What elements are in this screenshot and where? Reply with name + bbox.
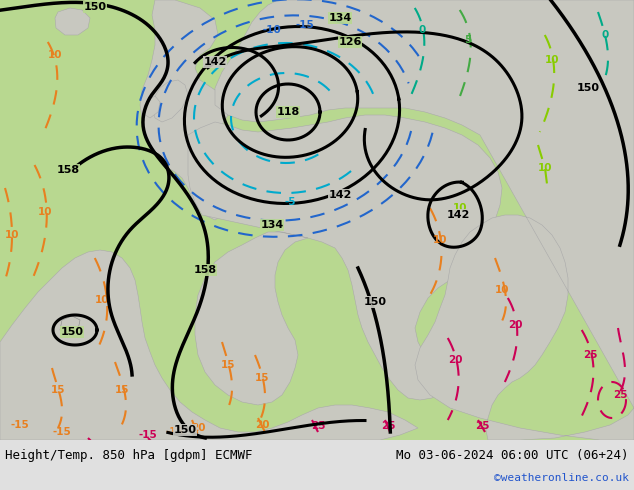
Text: Height/Temp. 850 hPa [gdpm] ECMWF: Height/Temp. 850 hPa [gdpm] ECMWF <box>5 448 252 462</box>
Text: 25: 25 <box>381 421 395 431</box>
Text: -15: -15 <box>165 427 184 437</box>
Text: 118: 118 <box>276 107 300 117</box>
Text: 10: 10 <box>4 230 19 240</box>
Text: 134: 134 <box>328 13 352 23</box>
Text: 20: 20 <box>191 423 205 433</box>
Text: 10: 10 <box>94 295 109 305</box>
Polygon shape <box>140 0 232 220</box>
Text: 25: 25 <box>311 421 325 431</box>
Text: 126: 126 <box>339 37 361 47</box>
Text: 10: 10 <box>48 50 62 60</box>
Text: -15: -15 <box>295 20 314 30</box>
Text: 10: 10 <box>538 163 552 173</box>
Text: -15: -15 <box>139 430 157 440</box>
Polygon shape <box>152 80 188 122</box>
Text: 10: 10 <box>495 285 509 295</box>
Text: 5: 5 <box>464 35 472 45</box>
Text: 15: 15 <box>221 360 235 370</box>
Text: 25: 25 <box>583 350 597 360</box>
Text: -15: -15 <box>53 427 72 437</box>
Text: 15: 15 <box>115 385 129 395</box>
Text: 15: 15 <box>255 373 269 383</box>
Text: 25: 25 <box>475 421 489 431</box>
Text: 150: 150 <box>60 327 84 337</box>
Text: -15: -15 <box>11 420 29 430</box>
Text: 25: 25 <box>612 390 627 400</box>
Text: 10: 10 <box>545 55 559 65</box>
Text: Mo 03-06-2024 06:00 UTC (06+24): Mo 03-06-2024 06:00 UTC (06+24) <box>396 448 629 462</box>
Polygon shape <box>55 8 90 35</box>
Text: 142: 142 <box>446 210 470 220</box>
Text: 20: 20 <box>255 420 269 430</box>
Text: 150: 150 <box>84 2 107 12</box>
Text: 150: 150 <box>174 425 197 435</box>
Polygon shape <box>60 316 80 334</box>
Text: ©weatheronline.co.uk: ©weatheronline.co.uk <box>494 473 629 483</box>
Text: 142: 142 <box>204 57 227 67</box>
Text: 10: 10 <box>453 203 467 213</box>
Polygon shape <box>215 0 634 440</box>
Text: 20: 20 <box>508 320 522 330</box>
Text: 20: 20 <box>448 355 462 365</box>
Text: 10: 10 <box>38 207 52 217</box>
Polygon shape <box>144 96 160 118</box>
Text: -10: -10 <box>262 25 281 35</box>
Text: 10: 10 <box>433 235 447 245</box>
Text: 150: 150 <box>363 297 387 307</box>
Text: 150: 150 <box>576 83 600 93</box>
Text: 0: 0 <box>602 30 609 40</box>
Polygon shape <box>188 115 502 405</box>
Text: 15: 15 <box>51 385 65 395</box>
Text: 158: 158 <box>193 265 217 275</box>
Text: -5: -5 <box>284 197 295 207</box>
Text: 158: 158 <box>56 165 79 175</box>
Text: 134: 134 <box>261 220 283 230</box>
Text: 0: 0 <box>418 25 425 35</box>
Polygon shape <box>0 250 418 440</box>
Text: 142: 142 <box>328 190 352 200</box>
